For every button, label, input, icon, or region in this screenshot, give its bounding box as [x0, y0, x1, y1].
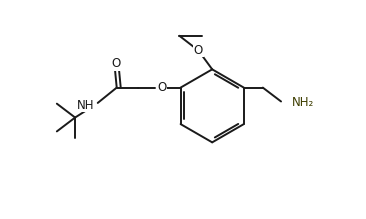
Text: NH: NH [76, 99, 94, 112]
Text: O: O [111, 57, 121, 70]
Text: O: O [157, 81, 166, 94]
Text: NH₂: NH₂ [292, 96, 314, 110]
Text: O: O [194, 44, 203, 57]
